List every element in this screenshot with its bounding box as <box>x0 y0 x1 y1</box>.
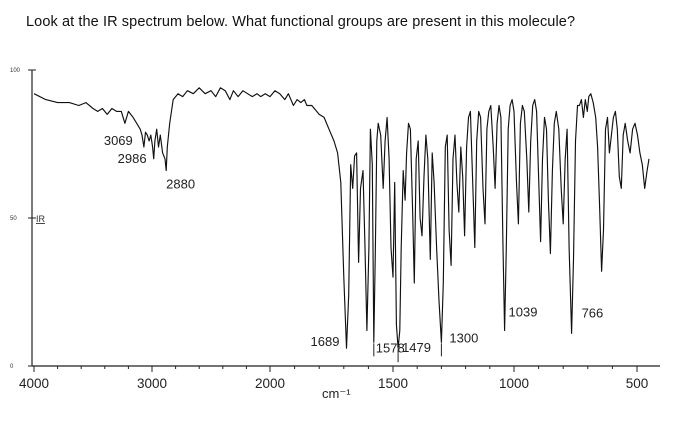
question-text: Look at the IR spectrum below. What func… <box>26 14 576 30</box>
peak-label-1039: 1039 <box>509 304 538 319</box>
y-tick-label: 100 <box>10 68 21 74</box>
x-tick-label: 3000 <box>137 376 167 391</box>
peak-label-766: 766 <box>582 305 604 320</box>
peak-label-1479: 1479 <box>402 340 431 355</box>
x-tick-label: 1000 <box>499 376 529 391</box>
x-axis-title: cm⁻¹ <box>322 386 351 401</box>
peak-label-1689: 1689 <box>311 334 340 349</box>
y-tick-label: 50 <box>10 216 17 222</box>
spectrum-line <box>33 87 650 349</box>
x-tick-label: 4000 <box>19 376 49 391</box>
x-tick-label: 500 <box>626 376 649 391</box>
peak-label-1300: 1300 <box>449 330 478 345</box>
ir-corner-mark: IR <box>36 214 46 224</box>
peak-label-3069: 3069 <box>104 133 133 148</box>
peak-label-2986: 2986 <box>118 151 147 166</box>
x-tick-label: 1500 <box>378 376 408 391</box>
x-tick-label: 2000 <box>255 376 285 391</box>
y-tick-label: 0 <box>10 364 14 370</box>
peak-label-2880: 2880 <box>166 177 195 192</box>
peak-label-1578: 1578 <box>376 340 405 355</box>
